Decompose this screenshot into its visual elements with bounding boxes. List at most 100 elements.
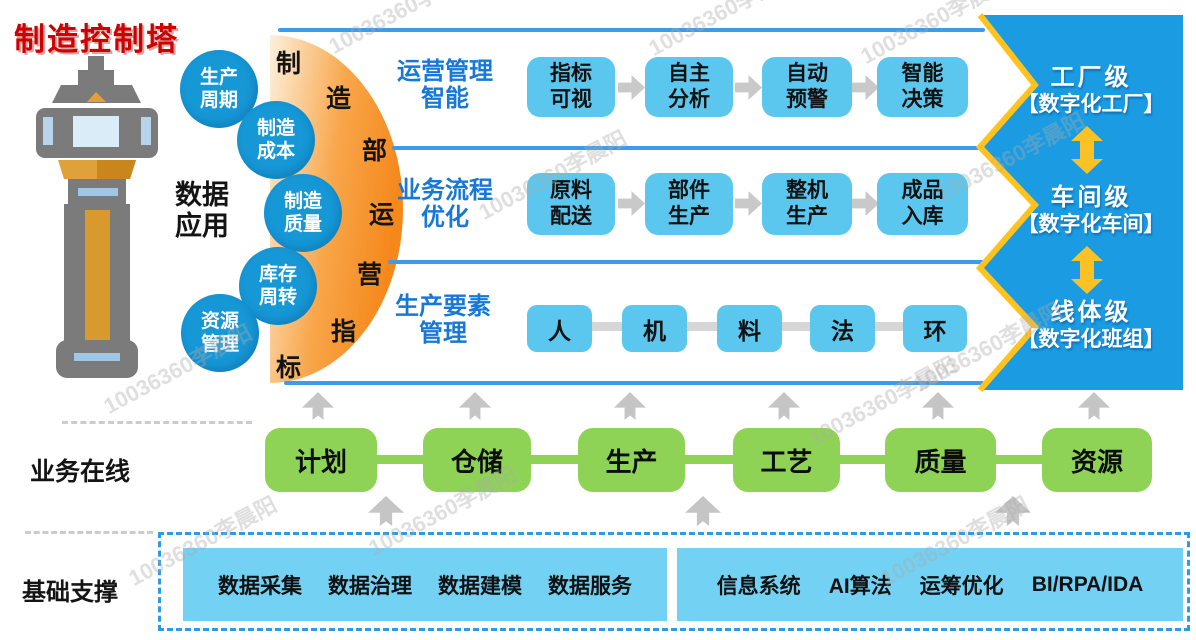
up-arrow-icon xyxy=(459,392,491,420)
kpi-line: 库存 xyxy=(258,264,297,285)
panel-level-line: 线体级 【数字化班组】 xyxy=(1003,299,1179,353)
arc-char: 部 xyxy=(362,137,388,165)
arc-char: 营 xyxy=(357,261,383,289)
section-line-divider1 xyxy=(392,146,984,150)
row1-label: 运营管理 智能 xyxy=(380,58,510,112)
foundation-item: 数据治理 xyxy=(328,574,412,598)
kpi-line: 生产 xyxy=(199,67,238,88)
up-arrow-icon xyxy=(922,392,954,420)
row1-step-box: 自动 预警 xyxy=(762,57,852,117)
tower-band-shadow-icon xyxy=(97,160,136,179)
up-arrow-icon xyxy=(368,496,404,526)
tower-roof-accent-icon xyxy=(87,92,106,102)
foundation-dashed-border xyxy=(158,532,1190,631)
row1-step-box: 自主 分析 xyxy=(645,57,733,117)
row3-element-box: 环 xyxy=(903,305,967,352)
page-title: 制造控制塔 xyxy=(14,22,179,57)
row3-element-box: 机 xyxy=(622,305,687,352)
row3-element-box: 料 xyxy=(717,305,782,352)
tower-window-left-icon xyxy=(43,117,53,145)
panel-zigzag-edge-icon xyxy=(975,13,1040,392)
panel-level-sub: 【数字化工厂】 xyxy=(1017,93,1165,116)
foundation-item: 数据建模 xyxy=(438,574,522,598)
kpi-line: 成本 xyxy=(256,141,295,162)
row2-step-box: 原料 配送 xyxy=(527,173,615,235)
arc-char: 标 xyxy=(276,354,302,382)
flow-arrow-icon xyxy=(618,191,645,216)
step-line: 生产 xyxy=(668,205,710,228)
row2-label-line1: 业务流程 xyxy=(397,177,493,204)
kpi-line: 资源 xyxy=(200,311,239,332)
row3-label-line2: 管理 xyxy=(419,320,467,347)
flow-arrow-icon xyxy=(618,75,645,100)
kpi-circle-resource-management: 资源 管理 xyxy=(181,294,259,372)
kpi-circle-manufacturing-cost: 制造 成本 xyxy=(237,101,315,179)
tower-window-center-icon xyxy=(73,116,119,147)
kpi-line: 质量 xyxy=(283,214,322,235)
row3-label-line1: 生产要素 xyxy=(395,293,491,320)
data-application-label: 数据 应用 xyxy=(168,180,236,242)
tower-antenna-base-icon xyxy=(78,70,114,85)
up-arrow-icon xyxy=(685,496,721,526)
tower-window-right-icon xyxy=(141,117,151,145)
step-line: 成品 xyxy=(901,179,944,202)
online-section-label: 业务在线 xyxy=(30,458,131,486)
step-line: 入库 xyxy=(901,205,944,228)
kpi-line: 制造 xyxy=(283,191,322,212)
section-line-top xyxy=(278,28,985,32)
panel-level-name: 车间级 xyxy=(1050,184,1132,211)
step-line: 指标 xyxy=(550,62,592,85)
online-box: 仓储 xyxy=(423,428,531,492)
arc-char: 运 xyxy=(369,201,395,229)
dashed-separator xyxy=(25,531,153,534)
panel-level-name: 线体级 xyxy=(1050,299,1132,326)
step-line: 部件 xyxy=(668,179,710,202)
step-line: 自动 xyxy=(786,62,828,85)
online-box: 质量 xyxy=(885,428,996,492)
row3-element-box: 法 xyxy=(810,305,875,352)
online-box: 工艺 xyxy=(733,428,840,492)
online-box: 计划 xyxy=(265,428,377,492)
row3-label: 生产要素 管理 xyxy=(378,293,508,347)
kpi-circle-manufacturing-quality: 制造 质量 xyxy=(264,174,342,252)
updown-arrow-icon xyxy=(1071,246,1103,294)
row1-label-line2: 智能 xyxy=(421,85,469,112)
flow-arrow-icon xyxy=(735,75,762,100)
flow-arrow-icon xyxy=(852,191,879,216)
arc-char: 制 xyxy=(276,50,302,78)
section-line-divider2 xyxy=(388,260,984,264)
tower-neck-slit-icon xyxy=(78,188,118,196)
step-line: 生产 xyxy=(786,205,828,228)
step-line: 自主 xyxy=(668,62,710,85)
arc-char: 指 xyxy=(331,318,357,346)
section-line-bottom xyxy=(284,381,984,385)
up-arrow-icon xyxy=(302,392,334,420)
kpi-line: 管理 xyxy=(200,334,239,355)
foundation-data-box: 数据采集 数据治理 数据建模 数据服务 xyxy=(183,548,667,621)
panel-level-name: 工厂级 xyxy=(1050,64,1132,91)
arc-char: 造 xyxy=(326,85,352,113)
flow-arrow-icon xyxy=(852,75,879,100)
row1-step-box: 智能 决策 xyxy=(877,57,968,117)
foundation-item: 数据服务 xyxy=(548,574,632,598)
panel-level-sub: 【数字化车间】 xyxy=(1017,213,1165,236)
step-line: 预警 xyxy=(786,88,828,111)
row1-label-line1: 运营管理 xyxy=(397,58,493,85)
updown-arrow-icon xyxy=(1071,126,1103,174)
flow-arrow-icon xyxy=(735,191,762,216)
kpi-line: 制造 xyxy=(256,118,295,139)
row2-label: 业务流程 优化 xyxy=(380,177,510,231)
dashed-separator xyxy=(62,421,252,424)
step-line: 配送 xyxy=(550,205,592,228)
foundation-tech-box: 信息系统 AI算法 运筹优化 BI/RPA/IDA xyxy=(677,548,1183,621)
kpi-line: 周转 xyxy=(258,287,297,308)
foundation-item: 信息系统 xyxy=(716,574,801,598)
foundation-item: 数据采集 xyxy=(218,574,302,598)
foundation-item: AI算法 xyxy=(828,574,892,598)
row2-step-box: 成品 入库 xyxy=(877,173,968,235)
up-arrow-icon xyxy=(768,392,800,420)
control-tower-illustration xyxy=(36,56,158,378)
step-line: 原料 xyxy=(550,179,592,202)
online-box: 生产 xyxy=(578,428,685,492)
